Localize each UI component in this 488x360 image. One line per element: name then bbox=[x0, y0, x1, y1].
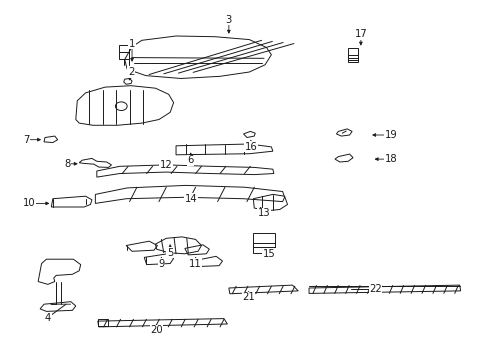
Text: 21: 21 bbox=[242, 292, 254, 302]
Text: 13: 13 bbox=[257, 208, 270, 218]
Text: 1: 1 bbox=[128, 39, 135, 49]
Text: 11: 11 bbox=[189, 258, 202, 269]
Text: 18: 18 bbox=[384, 154, 397, 164]
Text: 17: 17 bbox=[354, 29, 366, 39]
Text: 6: 6 bbox=[187, 155, 194, 165]
Text: 20: 20 bbox=[150, 325, 163, 336]
Text: 10: 10 bbox=[23, 198, 36, 208]
Text: 22: 22 bbox=[368, 284, 381, 294]
Text: 2: 2 bbox=[127, 67, 134, 77]
Text: 8: 8 bbox=[64, 159, 70, 169]
Text: 5: 5 bbox=[166, 248, 173, 258]
Bar bbox=[347, 48, 357, 62]
Text: 12: 12 bbox=[160, 160, 172, 170]
Text: 4: 4 bbox=[45, 312, 51, 323]
Text: 14: 14 bbox=[184, 194, 197, 204]
Bar bbox=[253, 233, 275, 253]
Text: 9: 9 bbox=[158, 258, 164, 269]
Text: 16: 16 bbox=[244, 142, 257, 152]
Bar bbox=[98, 319, 107, 326]
Text: 19: 19 bbox=[384, 130, 397, 140]
Text: 15: 15 bbox=[262, 249, 275, 259]
Text: 3: 3 bbox=[225, 15, 231, 25]
Bar bbox=[119, 45, 128, 59]
Text: 7: 7 bbox=[22, 135, 29, 145]
